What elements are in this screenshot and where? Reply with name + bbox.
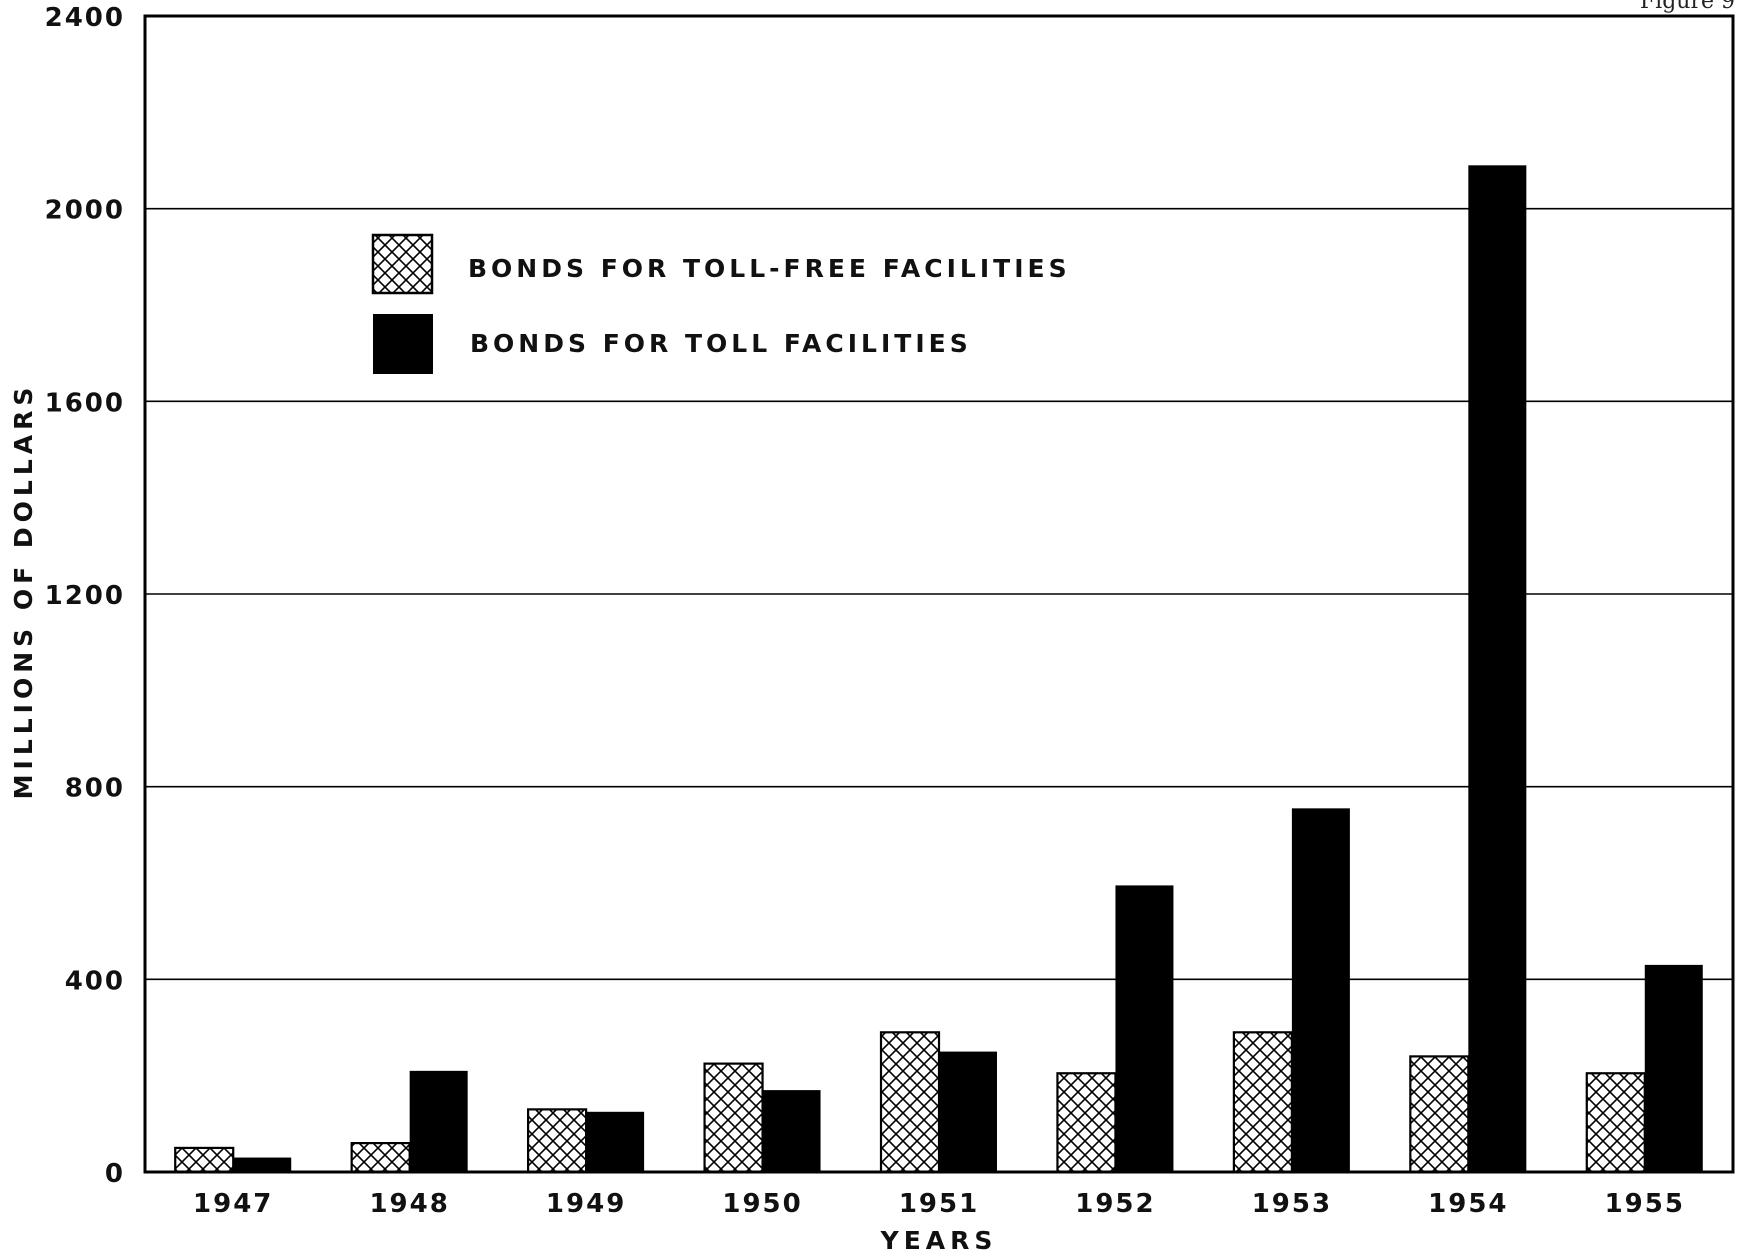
bar-toll-1952 (1115, 885, 1174, 1172)
y-tick-label-2000: 2000 (45, 196, 125, 226)
legend-label-toll-free: BONDS FOR TOLL-FREE FACILITIES (468, 254, 1071, 283)
bar-toll-1950 (762, 1090, 821, 1172)
bars (174, 165, 1703, 1174)
x-tick-label-1952: 1952 (1075, 1189, 1155, 1219)
x-tick-label-1950: 1950 (722, 1189, 802, 1219)
x-tick-label-1947: 1947 (193, 1189, 273, 1219)
y-tick-label-800: 800 (65, 774, 125, 804)
y-tick-label-1600: 1600 (45, 388, 125, 418)
x-tick-label-1955: 1955 (1605, 1189, 1685, 1219)
bar-toll-free-1951 (879, 1031, 941, 1174)
bar-toll-free-1948 (350, 1141, 411, 1174)
legend-label-toll: BONDS FOR TOLL FACILITIES (470, 329, 972, 358)
bar-toll-1951 (939, 1051, 997, 1172)
bar-toll-free-1952 (1056, 1072, 1117, 1174)
y-tick-label-0: 0 (105, 1159, 125, 1189)
bar-toll-free-1950 (703, 1062, 764, 1174)
x-tick-label-1953: 1953 (1252, 1189, 1332, 1219)
bar-toll-1948 (409, 1070, 468, 1172)
y-axis-ticks: 0 400 800 1200 1600 2000 2400 (45, 3, 125, 1189)
y-tick-label-400: 400 (65, 966, 125, 996)
bar-toll-free-1953 (1232, 1031, 1293, 1174)
bar-toll-1955 (1644, 964, 1703, 1172)
legend-swatch-toll-free (371, 233, 434, 295)
figure-label: Figure 9 (1640, 0, 1735, 14)
x-axis-ticks: 1947 1948 1949 1950 1951 1952 1953 1954 1955 (193, 1189, 1685, 1219)
legend-swatch-toll (373, 314, 433, 374)
bar-toll-free-1955 (1585, 1072, 1646, 1174)
y-tick-label-1200: 1200 (45, 581, 125, 611)
bar-toll-free-1949 (527, 1108, 588, 1174)
bar-toll-1953 (1291, 808, 1350, 1172)
bar-toll-free-1947 (174, 1146, 235, 1174)
x-tick-label-1948: 1948 (369, 1189, 449, 1219)
bar-toll-1947 (233, 1157, 292, 1172)
x-axis-title: YEARS (880, 1226, 998, 1255)
y-tick-label-2400: 2400 (45, 3, 125, 33)
x-tick-label-1954: 1954 (1428, 1189, 1508, 1219)
legend: BONDS FOR TOLL-FREE FACILITIES BONDS FOR… (371, 233, 1071, 374)
x-tick-label-1951: 1951 (899, 1189, 979, 1219)
plot-frame (143, 14, 1735, 1174)
bar-toll-1954 (1468, 165, 1527, 1173)
bar-toll-1949 (586, 1111, 645, 1172)
y-axis-title: MILLIONS OF DOLLARS (9, 383, 38, 800)
x-tick-label-1949: 1949 (546, 1189, 626, 1219)
bar-toll-free-1954 (1409, 1055, 1470, 1174)
